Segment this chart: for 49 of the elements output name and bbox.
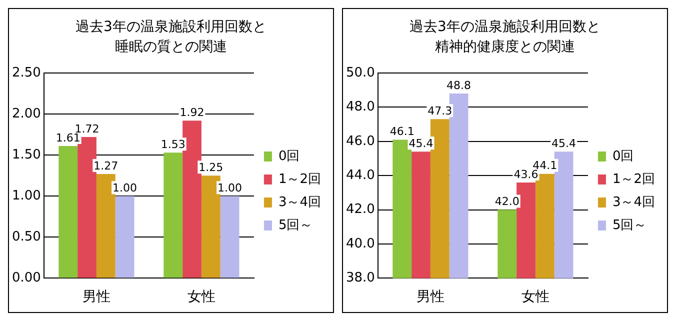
x-tick-label: 女性	[187, 289, 216, 306]
bar	[115, 196, 134, 278]
legend-label: 1～2回	[278, 172, 322, 187]
bar	[58, 146, 78, 278]
y-tick-label: 48.0	[346, 100, 375, 115]
x-tick-label: 男性	[82, 289, 110, 306]
y-tick-label: 0.50	[12, 230, 41, 245]
text: 1.25	[198, 160, 224, 174]
y-tick-label: 42.0	[346, 202, 375, 218]
bar	[78, 137, 96, 278]
text: 42.0	[494, 195, 520, 208]
legend-label: 5回～	[612, 218, 647, 233]
y-tick-label: 50.0	[346, 65, 375, 80]
y-tick-label: 1.50	[12, 147, 41, 162]
legend-label: 1～2回	[612, 172, 656, 187]
text: 43.6	[514, 168, 538, 181]
x-tick-label: 女性	[521, 289, 550, 306]
bar	[96, 174, 116, 278]
text: 1.92	[180, 106, 204, 119]
legend-label: 3～4回	[278, 194, 322, 210]
text: 1.27	[94, 159, 118, 172]
chart-title: 過去3年の温泉施設利用回数と睡眠の質との関連	[74, 18, 268, 57]
text: 46.1	[390, 125, 414, 138]
text: 48.8	[446, 78, 472, 92]
y-tick-label: 40.0	[346, 236, 375, 252]
text: 1.53	[160, 138, 186, 151]
bar	[164, 152, 183, 278]
y-tick-label: 46.0	[346, 134, 375, 149]
text: 1.61	[56, 131, 80, 144]
y-tick-label: 0.00	[12, 270, 41, 286]
y-tick-label: 44.0	[346, 168, 375, 183]
text: 1.00	[218, 181, 242, 194]
text: 45.4	[552, 137, 576, 150]
text: 47.3	[428, 104, 452, 118]
bar	[182, 120, 202, 278]
legend-label: 0回	[278, 148, 300, 164]
y-tick-label: 2.50	[12, 65, 41, 80]
y-tick-label: 38.0	[346, 270, 375, 286]
chart-title: 過去3年の温泉施設利用回数と精神的健康度との関連	[408, 18, 602, 57]
x-tick-label: 男性	[416, 289, 444, 306]
legend-label: 5回～	[278, 218, 313, 233]
y-tick-label: 2.00	[12, 106, 41, 122]
bar	[201, 176, 220, 278]
text: 45.4	[408, 137, 434, 150]
legend-label: 3～4回	[612, 194, 656, 210]
text: 1.00	[112, 181, 138, 194]
legend-label: 0回	[612, 148, 634, 164]
bar	[220, 196, 240, 278]
y-tick-label: 1.00	[12, 188, 41, 204]
